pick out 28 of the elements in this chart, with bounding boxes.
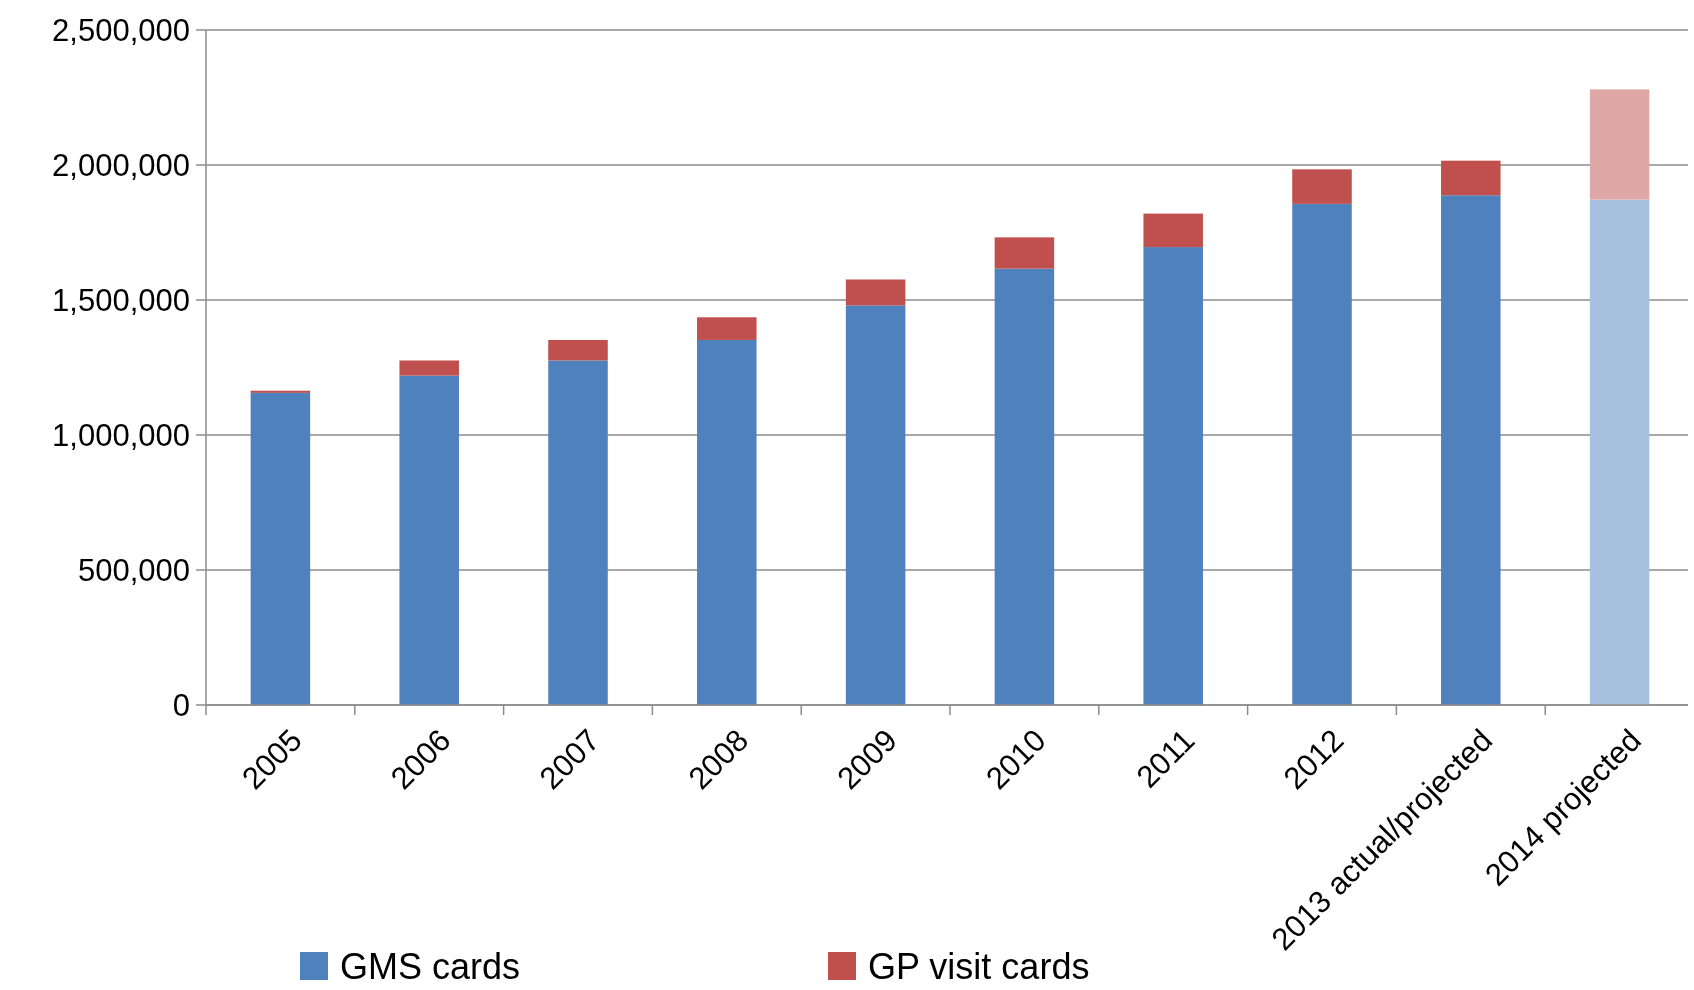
y-tick-label: 1,500,000 — [52, 282, 190, 318]
bar — [1589, 199, 1650, 705]
bar — [994, 237, 1055, 269]
bar — [548, 339, 608, 361]
bar — [250, 390, 311, 393]
legend-label: GP visit cards — [868, 945, 1090, 987]
bar — [1143, 213, 1203, 248]
y-tick-label: 2,500,000 — [52, 12, 190, 48]
bar — [697, 317, 757, 340]
y-tick-label: 500,000 — [77, 552, 190, 588]
legend-label: GMS cards — [340, 945, 521, 987]
bar — [399, 360, 459, 376]
y-tick-label: 0 — [172, 687, 190, 723]
bar — [1441, 160, 1501, 196]
bar — [845, 305, 906, 705]
bar — [1589, 89, 1650, 200]
bar — [994, 268, 1055, 705]
bar — [399, 375, 459, 705]
bar — [1441, 195, 1501, 705]
y-tick-label: 1,000,000 — [52, 417, 190, 453]
bar — [548, 360, 608, 705]
bar — [697, 339, 757, 705]
bar — [845, 279, 906, 306]
bar — [250, 392, 311, 705]
bar — [1292, 203, 1352, 705]
bar — [1143, 247, 1203, 705]
y-tick-label: 2,000,000 — [52, 147, 190, 183]
bar — [1292, 169, 1352, 204]
